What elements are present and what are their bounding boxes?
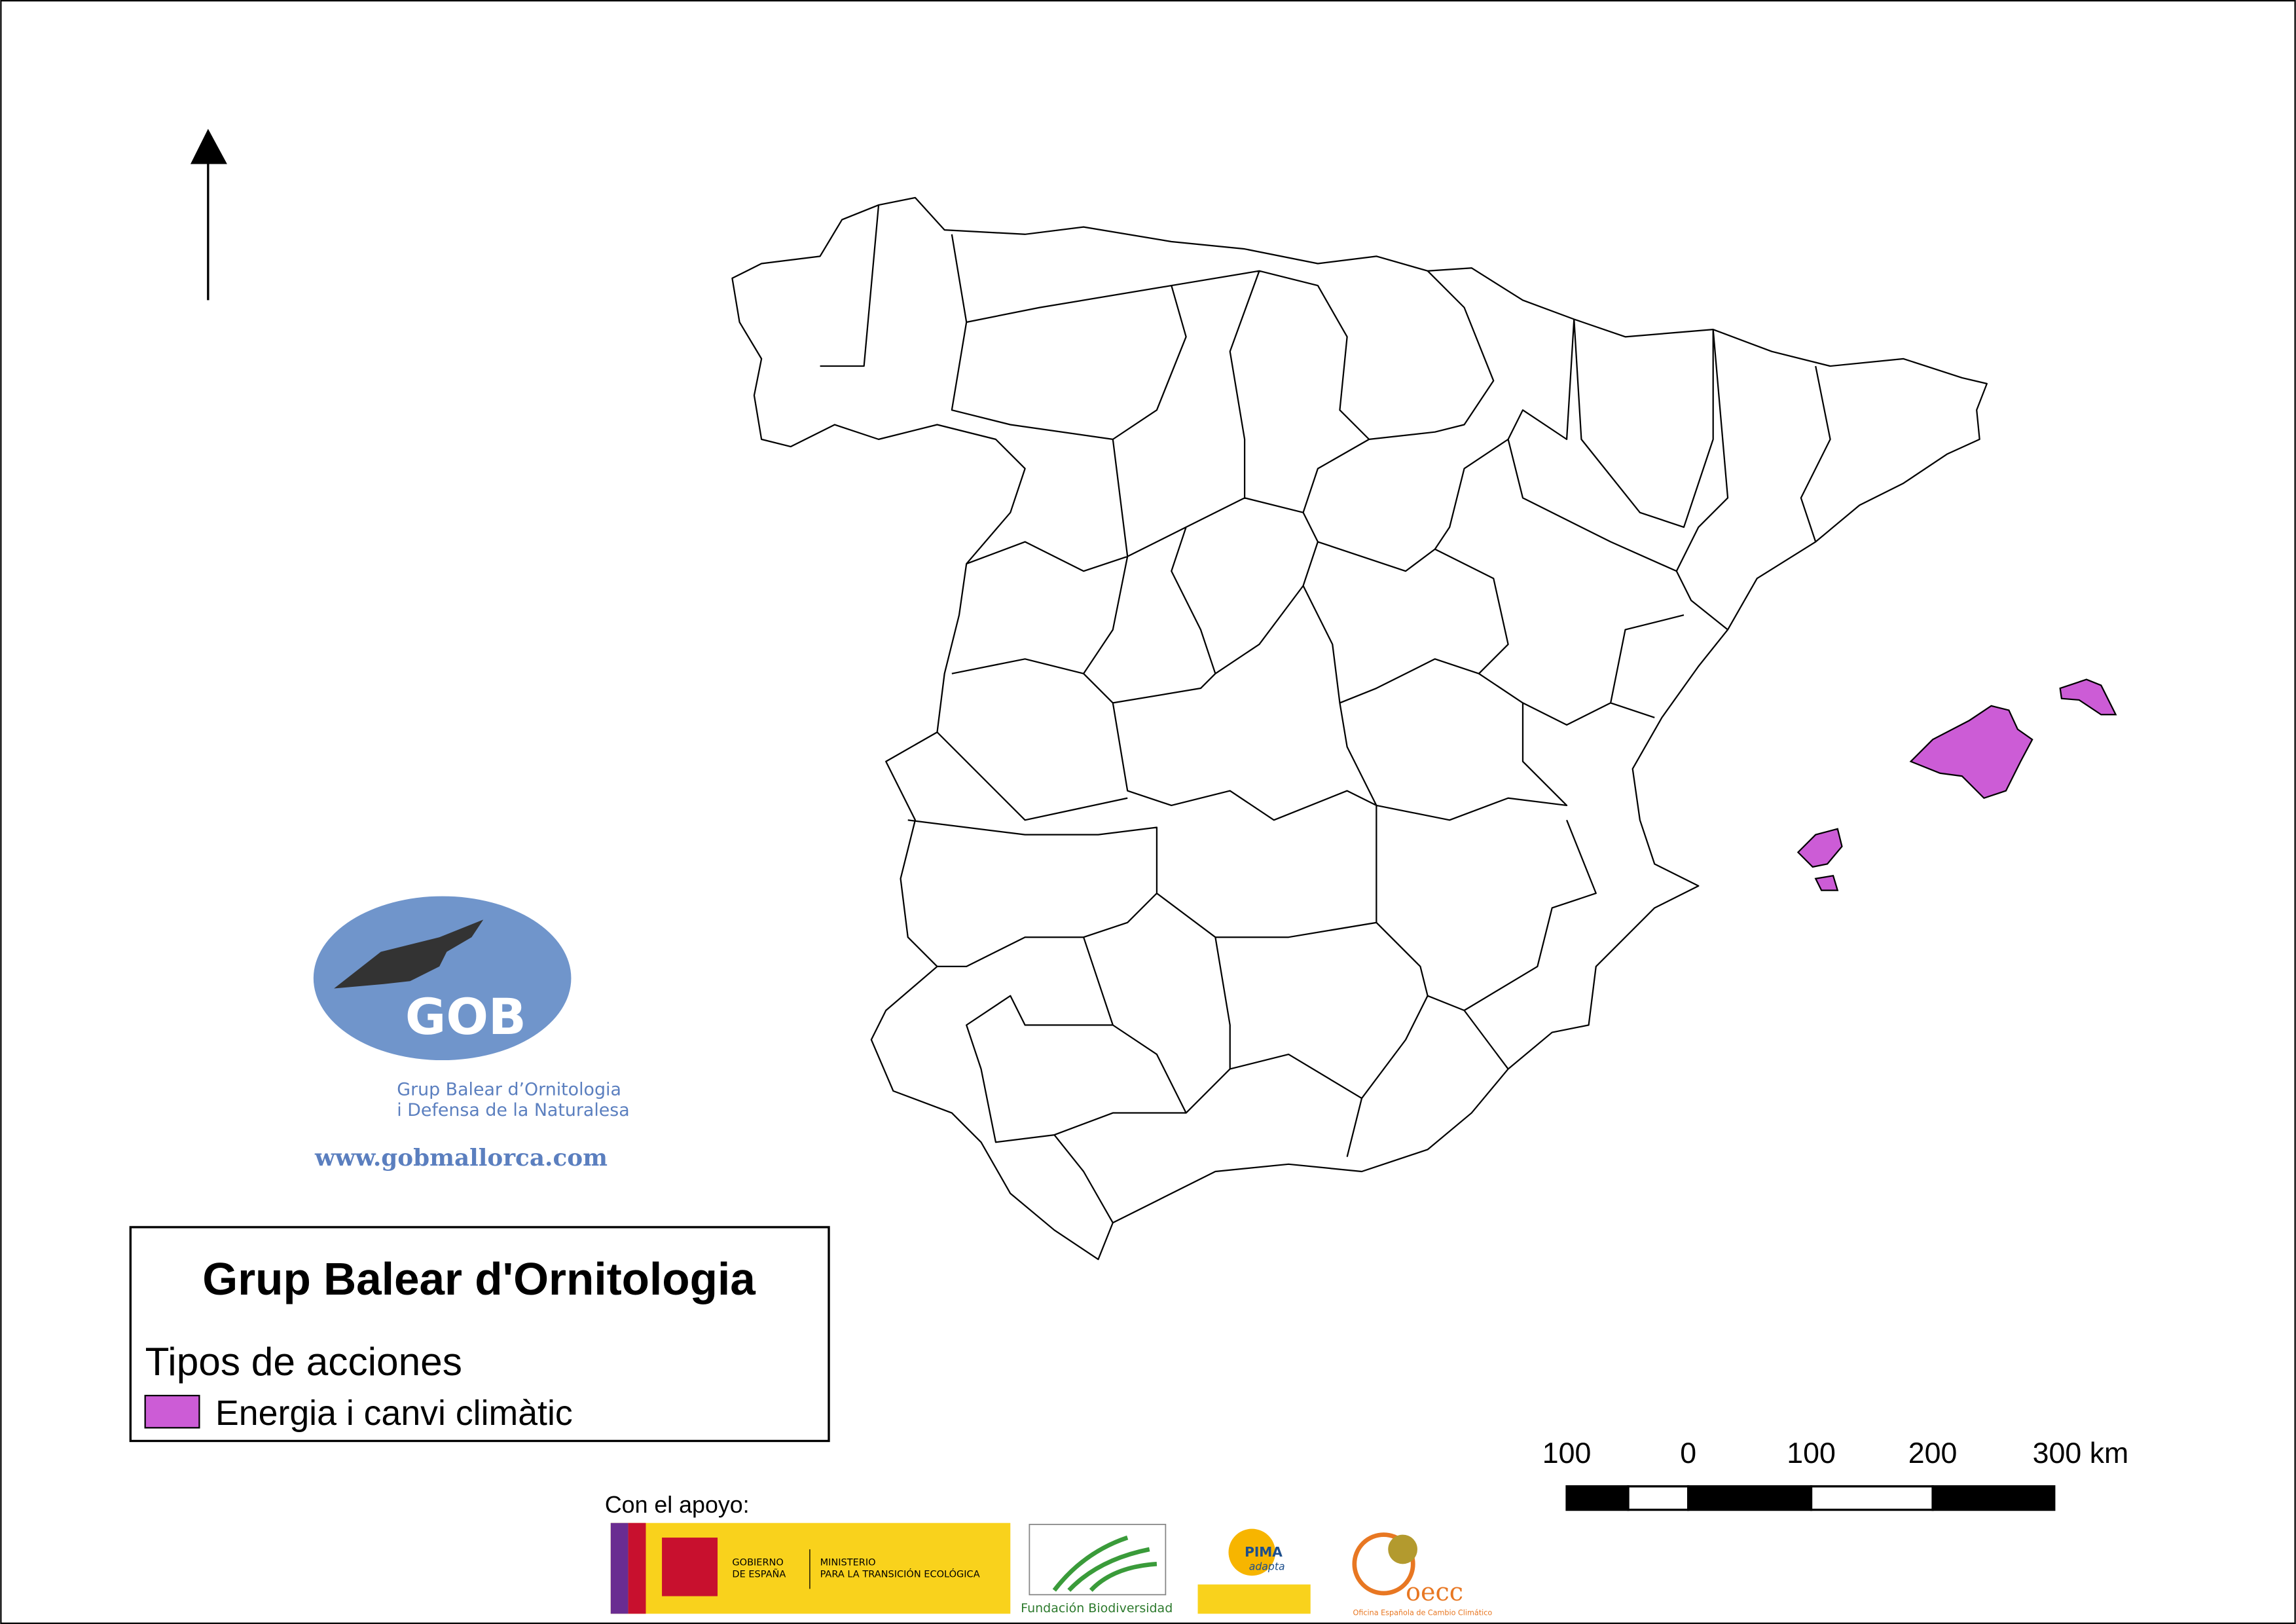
island-menorca bbox=[2059, 678, 2117, 716]
gov-logo-stripe bbox=[610, 1522, 629, 1614]
island-mallorca bbox=[1909, 705, 2033, 800]
fundacion-text: Fundación Biodiversidad bbox=[1021, 1601, 1173, 1615]
gob-name-line: Grup Balear d’Ornitologia bbox=[397, 1080, 621, 1100]
oecc-acronym: oecc bbox=[1406, 1578, 1463, 1606]
scale-segment bbox=[1627, 1485, 1690, 1511]
oecc-logo-dot bbox=[1388, 1534, 1417, 1564]
gob-logo-blob bbox=[313, 896, 572, 1061]
legend-subtitle: Tipos de acciones bbox=[145, 1339, 462, 1384]
oecc-logo-ring bbox=[1352, 1532, 1415, 1596]
scale-segment bbox=[1810, 1485, 1934, 1511]
scale-label: 100 bbox=[1787, 1437, 1836, 1469]
scale-label: 100 bbox=[1542, 1437, 1592, 1469]
pima-logo-bar bbox=[1197, 1584, 1311, 1614]
scale-label: 0 bbox=[1680, 1437, 1696, 1469]
scale-label: 200 bbox=[1908, 1437, 1958, 1469]
gov-logo-stripe bbox=[628, 1522, 646, 1614]
scale-label: 300 km bbox=[2033, 1437, 2129, 1469]
gov-coat-of-arms bbox=[662, 1538, 718, 1596]
island-ibiza bbox=[1796, 828, 1843, 891]
north-arrow-head bbox=[190, 128, 227, 164]
gov-text: GOBIERNO bbox=[732, 1558, 783, 1568]
scale-segment bbox=[1565, 1485, 1630, 1511]
legend-label: Energia i canvi climàtic bbox=[215, 1393, 573, 1433]
gob-acronym: GOB bbox=[405, 987, 526, 1046]
scale-segment bbox=[1686, 1485, 1813, 1511]
gob-logo-bird bbox=[334, 919, 484, 989]
scale-segment bbox=[1931, 1485, 2056, 1511]
province-borders bbox=[820, 204, 1831, 1223]
gov-text: DE ESPAÑA bbox=[732, 1568, 786, 1579]
legend-box bbox=[129, 1226, 830, 1443]
legend-title: Grup Balear d'Ornitologia bbox=[202, 1253, 756, 1304]
pima-text: PIMA bbox=[1245, 1544, 1283, 1560]
gob-name-line: i Defensa de la Naturalesa bbox=[397, 1100, 629, 1120]
ministry-text: MINISTERIO bbox=[820, 1558, 876, 1568]
sponsors-heading: Con el apoyo: bbox=[605, 1492, 750, 1518]
pima-text: adapta bbox=[1249, 1560, 1285, 1572]
ministry-text: PARA LA TRANSICIÓN ECOLÓGICA bbox=[820, 1568, 980, 1579]
fundacion-logo-grass bbox=[1052, 1535, 1157, 1592]
legend-swatch bbox=[144, 1395, 200, 1429]
gob-url: www.gobmallorca.com bbox=[314, 1144, 608, 1172]
oecc-name: Oficina Española de Cambio Climático bbox=[1353, 1609, 1493, 1617]
pima-logo-sun bbox=[1228, 1528, 1276, 1576]
